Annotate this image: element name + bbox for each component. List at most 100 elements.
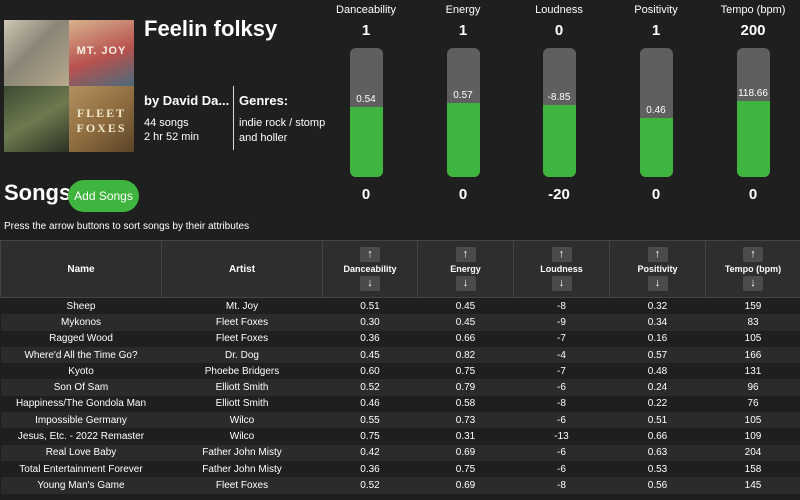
song-danceability: 0.36 bbox=[322, 330, 418, 347]
song-positivity: 0.48 bbox=[609, 363, 706, 380]
song-loudness: -6 bbox=[513, 379, 610, 396]
song-artist: Wilco bbox=[161, 412, 323, 429]
meter-value: 0.57 bbox=[453, 90, 473, 102]
table-row: Ragged Wood Fleet Foxes 0.36 0.66 -7 0.16 105 bbox=[0, 330, 800, 347]
sort-hint: Press the arrow buttons to sort songs by… bbox=[4, 221, 250, 232]
song-danceability: 0.45 bbox=[322, 346, 418, 364]
sort-ascending-button[interactable]: ↑ bbox=[551, 247, 572, 262]
song-positivity: 0.32 bbox=[609, 297, 706, 315]
column-header-name: Name bbox=[0, 240, 162, 298]
song-artist: Elliott Smith bbox=[161, 395, 323, 413]
song-energy: 0.45 bbox=[417, 297, 514, 315]
song-name: Happiness/The Gondola Man bbox=[0, 395, 162, 413]
song-tempo: 96 bbox=[705, 379, 800, 396]
song-energy: 0.58 bbox=[417, 395, 514, 413]
song-loudness: -13 bbox=[513, 428, 610, 445]
cover-art-4: FLEET FOXES bbox=[69, 86, 134, 152]
song-positivity: 0.63 bbox=[609, 444, 706, 461]
song-loudness: -6 bbox=[513, 444, 610, 461]
column-header-label: Name bbox=[67, 263, 95, 275]
song-positivity: 0.57 bbox=[609, 346, 706, 364]
song-energy: 0.66 bbox=[417, 330, 514, 347]
song-artist: Father John Misty bbox=[161, 444, 323, 461]
meter-min: 0 bbox=[748, 186, 758, 203]
sort-ascending-button[interactable]: ↑ bbox=[743, 247, 763, 262]
song-tempo: 158 bbox=[705, 460, 800, 478]
song-loudness: -6 bbox=[513, 460, 610, 478]
meter-min: -20 bbox=[548, 186, 570, 203]
song-energy: 0.45 bbox=[417, 314, 514, 331]
column-header-label: Positivity bbox=[637, 264, 678, 274]
song-loudness: -8 bbox=[513, 297, 610, 315]
song-name: Jesus, Etc. - 2022 Remaster bbox=[0, 428, 162, 445]
song-loudness: -4 bbox=[513, 346, 610, 364]
sort-descending-button[interactable]: ↓ bbox=[455, 276, 476, 291]
divider bbox=[233, 86, 234, 150]
meter-min: 0 bbox=[458, 186, 468, 203]
song-artist: Fleet Foxes bbox=[161, 477, 323, 494]
column-header-tempo: ↑ Tempo (bpm) ↓ bbox=[705, 240, 800, 298]
meter-name: Danceability bbox=[336, 4, 396, 16]
table-row: Young Man's Game Fleet Foxes 0.52 0.69 -8 0.5… bbox=[0, 477, 800, 494]
sort-ascending-button[interactable]: ↑ bbox=[455, 247, 476, 262]
meter-track: 0.54 bbox=[349, 48, 383, 177]
song-energy: 0.69 bbox=[417, 477, 514, 494]
song-loudness: -7 bbox=[513, 330, 610, 347]
song-name: Mykonos bbox=[0, 314, 162, 331]
song-artist: Dr. Dog bbox=[161, 346, 323, 364]
song-energy: 0.79 bbox=[417, 379, 514, 396]
meter-track: 0.57 bbox=[446, 48, 480, 177]
song-tempo: 83 bbox=[705, 314, 800, 331]
song-danceability: 0.52 bbox=[322, 379, 418, 396]
song-tempo: 159 bbox=[705, 297, 800, 315]
song-loudness: -7 bbox=[513, 363, 610, 380]
meter-value: 0.54 bbox=[356, 94, 376, 106]
song-positivity: 0.16 bbox=[609, 330, 706, 347]
playlist-title: Feelin folksy bbox=[144, 16, 278, 41]
song-name: Son Of Sam bbox=[0, 379, 162, 396]
songs-table: Name Artist ↑ Danceability ↓ ↑ Energy ↓ … bbox=[0, 240, 800, 494]
song-positivity: 0.24 bbox=[609, 379, 706, 396]
song-danceability: 0.75 bbox=[322, 428, 418, 445]
song-tempo: 105 bbox=[705, 412, 800, 429]
song-danceability: 0.51 bbox=[322, 297, 418, 315]
sort-descending-button[interactable]: ↓ bbox=[360, 276, 380, 291]
song-energy: 0.31 bbox=[417, 428, 514, 445]
song-artist: Wilco bbox=[161, 428, 323, 445]
table-row: Son Of Sam Elliott Smith 0.52 0.79 -6 0.24 96 bbox=[0, 379, 800, 396]
sort-descending-button[interactable]: ↓ bbox=[551, 276, 572, 291]
song-count: 44 songs bbox=[144, 117, 189, 129]
song-tempo: 109 bbox=[705, 428, 800, 445]
table-row: Impossible Germany Wilco 0.55 0.73 -6 0.51 105 bbox=[0, 412, 800, 429]
playlist-cover: MT. JOY FLEET FOXES bbox=[4, 20, 134, 152]
sort-descending-button[interactable]: ↓ bbox=[743, 276, 763, 291]
meter-name: Tempo (bpm) bbox=[720, 4, 786, 16]
add-songs-button[interactable]: Add Songs bbox=[68, 180, 139, 212]
playlist-duration: 2 hr 52 min bbox=[144, 131, 200, 143]
song-tempo: 166 bbox=[705, 346, 800, 364]
meter-fill bbox=[736, 100, 770, 177]
meter-track: 0.46 bbox=[639, 48, 673, 177]
song-danceability: 0.30 bbox=[322, 314, 418, 331]
sort-ascending-button[interactable]: ↑ bbox=[360, 247, 380, 262]
meter-positivity: Positivity 1 0.46 0 bbox=[616, 4, 696, 203]
song-name: Sheep bbox=[0, 297, 162, 315]
table-row: Sheep Mt. Joy 0.51 0.45 -8 0.32 159 bbox=[0, 297, 800, 315]
meter-name: Loudness bbox=[535, 4, 583, 16]
meter-max: 1 bbox=[361, 22, 371, 39]
sort-descending-button[interactable]: ↓ bbox=[647, 276, 668, 291]
column-header-loudness: ↑ Loudness ↓ bbox=[513, 240, 610, 298]
song-tempo: 131 bbox=[705, 363, 800, 380]
playlist-owner: by David Da... bbox=[144, 93, 230, 108]
meter-value: 118.66 bbox=[738, 87, 768, 99]
meter-energy: Energy 1 0.57 0 bbox=[423, 4, 503, 203]
song-loudness: -8 bbox=[513, 395, 610, 413]
song-positivity: 0.22 bbox=[609, 395, 706, 413]
genres-label: Genres: bbox=[239, 93, 289, 108]
column-header-label: Loudness bbox=[540, 264, 583, 274]
table-row: Real Love Baby Father John Misty 0.42 0.69-… bbox=[0, 444, 800, 461]
meter-loudness: Loudness 0 -8.85 -20 bbox=[519, 4, 599, 203]
sort-ascending-button[interactable]: ↑ bbox=[647, 247, 668, 262]
song-name: Kyoto bbox=[0, 363, 162, 380]
cover-art-3 bbox=[4, 86, 69, 152]
